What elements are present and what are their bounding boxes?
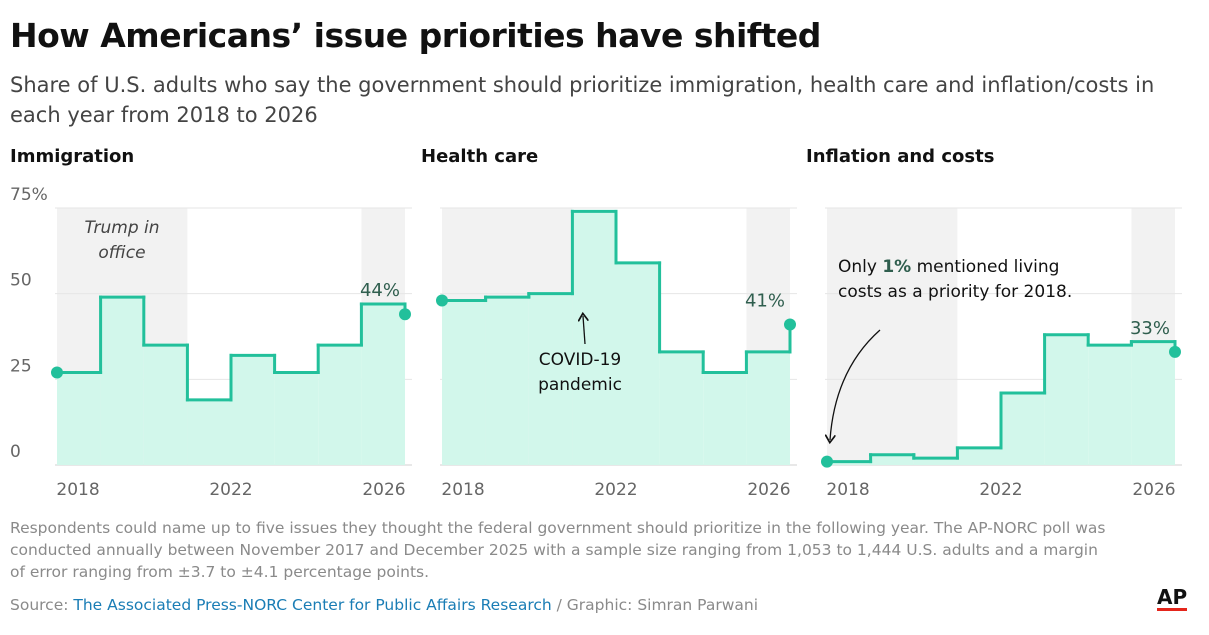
x-tick-label: 2022 [979, 480, 1022, 500]
annotation-text: COVID-19 pandemic [538, 350, 622, 395]
y-tick-label: 25 [10, 356, 32, 376]
source: Source: The Associated Press-NORC Center… [10, 596, 758, 614]
point [784, 318, 796, 331]
area-segment [231, 355, 275, 465]
annotation-text: mentioned living costs as a priority for… [838, 257, 1073, 302]
area-segment [703, 372, 747, 465]
area-segment [659, 351, 704, 465]
logo: AP [1157, 585, 1188, 611]
point [51, 366, 63, 379]
panel-title: Immigration [10, 146, 135, 167]
value-label: 41% [745, 291, 785, 312]
area-segment [57, 372, 101, 465]
x-tick-label: 2022 [594, 480, 637, 500]
area-segment [442, 300, 486, 465]
x-tick-label: 2022 [209, 480, 252, 500]
annotation-text: 1% [882, 257, 912, 277]
area-segment [485, 297, 529, 465]
source-link[interactable]: The Associated Press-NORC Center for Pub… [73, 596, 552, 614]
value-label: 44% [360, 280, 400, 301]
panel-title: Health care [421, 146, 539, 167]
area-segment [100, 297, 144, 465]
annotation-text: Only [838, 257, 883, 277]
point [821, 455, 833, 468]
area-segment [957, 447, 1001, 465]
charts: 0 25 50 75% 2018 2022 2026 44% 2018 2022 2026 41% 20… [10, 185, 1182, 500]
area-segment [318, 345, 362, 465]
area-segment [143, 345, 188, 465]
annotation: COVID-19 pandemic [525, 348, 635, 398]
x-tick-label: 2018 [826, 480, 869, 500]
note: Respondents could name up to five issues… [10, 519, 1106, 581]
area-segment [187, 399, 231, 465]
annotation: Only 1% mentioned living costs as a prio… [838, 255, 1073, 305]
y-tick-label: 75% [10, 185, 48, 205]
x-tick-label: 2018 [441, 480, 484, 500]
annotation-arrow [830, 329, 881, 440]
area-segment [274, 372, 319, 465]
point [399, 308, 411, 321]
area-segment [827, 461, 871, 465]
area-segment [528, 293, 573, 465]
area-segment [1131, 341, 1175, 465]
area-segment [1001, 393, 1045, 465]
title: How Americans’ issue priorities have shi… [10, 16, 821, 55]
annotation: Trump in office [72, 216, 172, 266]
x-tick-label: 2026 [362, 480, 405, 500]
area-segment [1088, 345, 1132, 465]
point [436, 294, 448, 307]
annotation-arrow [583, 316, 585, 345]
shaded-range [827, 208, 958, 465]
y-tick-label: 0 [10, 442, 21, 462]
x-tick-label: 2018 [56, 480, 99, 500]
area-segment [361, 303, 405, 465]
point [1169, 345, 1181, 358]
x-tick-label: 2026 [1132, 480, 1175, 500]
subtitle: Share of U.S. adults who say the governm… [10, 73, 1155, 127]
area-segment [572, 211, 616, 465]
value-label: 33% [1130, 318, 1170, 339]
y-tick-label: 50 [10, 271, 32, 291]
source-prefix: Source: [10, 596, 74, 614]
source-suffix: / Graphic: Simran Parwani [551, 596, 759, 614]
area-segment [913, 458, 958, 465]
annotation-text: Trump in office [84, 218, 160, 263]
area-segment [1044, 334, 1089, 465]
panel-title: Inflation and costs [806, 146, 995, 167]
x-tick-label: 2026 [747, 480, 790, 500]
area-segment [616, 262, 660, 465]
area-segment [870, 454, 914, 465]
area-segment [746, 351, 790, 465]
